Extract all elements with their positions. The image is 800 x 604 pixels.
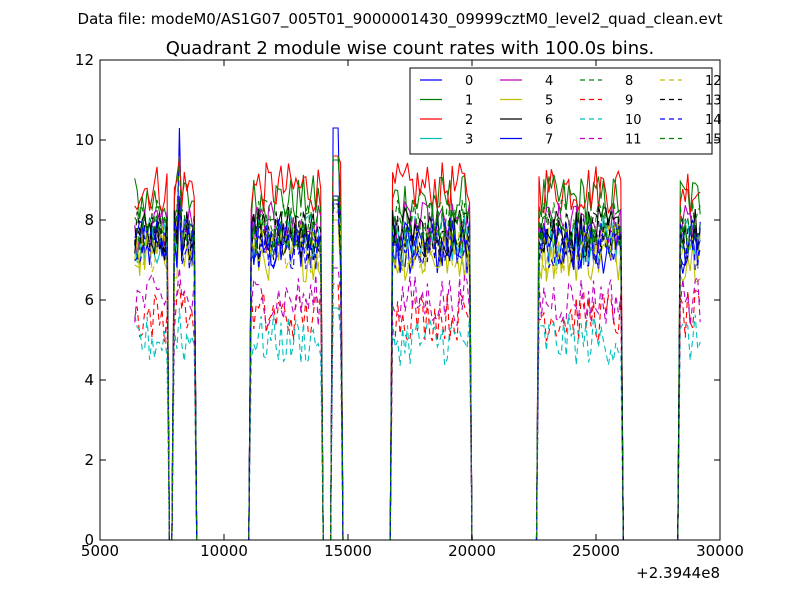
legend-label-10: 10 — [625, 113, 642, 128]
y-tick-label: 12 — [75, 51, 94, 69]
y-tick-label: 6 — [84, 291, 94, 309]
legend-label-15: 15 — [705, 133, 722, 148]
series-line-8 — [134, 195, 701, 540]
series-line-2 — [134, 155, 701, 540]
y-tick-label: 2 — [84, 451, 94, 469]
legend-label-6: 6 — [545, 113, 553, 128]
legend-label-1: 1 — [465, 94, 473, 109]
legend-box — [409, 67, 713, 155]
series-line-13 — [134, 203, 701, 540]
y-tick-label: 8 — [84, 211, 94, 229]
x-offset-label: +2.3944e8 — [636, 564, 720, 582]
legend-label-2: 2 — [465, 113, 473, 128]
legend-label-11: 11 — [625, 133, 642, 148]
x-tick-label: 30000 — [696, 542, 744, 560]
data-file-label: Data file: modeM0/AS1G07_005T01_90000014… — [78, 10, 723, 29]
series-line-0 — [134, 127, 701, 540]
series-line-7 — [134, 195, 701, 540]
series-line-10 — [134, 307, 701, 540]
x-tick-label: 5000 — [81, 542, 119, 560]
chart-title: Quadrant 2 module wise count rates with … — [166, 38, 655, 59]
x-tick-label: 20000 — [448, 542, 496, 560]
legend-label-3: 3 — [465, 133, 473, 148]
y-tick-label: 0 — [84, 531, 94, 549]
y-tick-label: 10 — [75, 131, 94, 149]
series-line-5 — [134, 219, 701, 540]
legend-label-14: 14 — [705, 113, 722, 128]
series-line-12 — [134, 211, 701, 540]
x-tick-label: 15000 — [324, 542, 372, 560]
series-line-15 — [134, 155, 701, 540]
plot-area — [134, 127, 701, 540]
x-tick-label: 10000 — [200, 542, 248, 560]
legend-label-0: 0 — [465, 74, 473, 89]
series-line-1 — [134, 159, 701, 540]
legend-label-12: 12 — [705, 74, 722, 89]
series-line-11 — [134, 267, 701, 540]
y-tick-label: 4 — [84, 371, 94, 389]
series-line-14 — [134, 207, 701, 540]
legend-label-13: 13 — [705, 94, 722, 109]
legend-label-9: 9 — [625, 94, 633, 109]
legend-label-8: 8 — [625, 74, 633, 89]
series-line-9 — [134, 283, 701, 540]
legend-label-4: 4 — [545, 74, 553, 89]
legend-label-7: 7 — [545, 133, 553, 148]
legend-label-5: 5 — [545, 94, 553, 109]
x-tick-label: 25000 — [572, 542, 620, 560]
